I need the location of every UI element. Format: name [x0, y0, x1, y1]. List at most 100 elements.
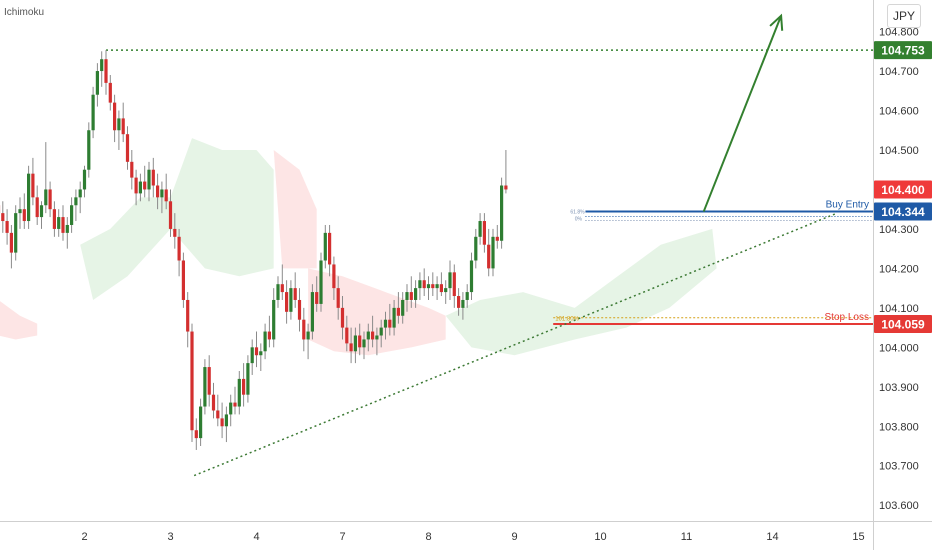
x-tick-label[interactable]: 8 — [425, 531, 431, 543]
candle[interactable] — [457, 288, 461, 316]
candle[interactable] — [401, 292, 405, 324]
candle[interactable] — [113, 94, 117, 143]
y-tick-label[interactable]: 104.500 — [879, 145, 919, 157]
candle[interactable] — [31, 157, 35, 206]
candle[interactable] — [220, 402, 224, 439]
candle[interactable] — [328, 224, 332, 277]
candle[interactable] — [375, 327, 379, 356]
stop-price-tag[interactable]: 104.059 — [881, 318, 925, 332]
candle[interactable] — [405, 284, 409, 312]
candle[interactable] — [487, 228, 491, 277]
candle[interactable] — [1, 201, 5, 233]
candle[interactable] — [358, 323, 362, 356]
candle[interactable] — [250, 339, 254, 375]
projection-arrow-head[interactable] — [769, 13, 784, 31]
y-tick-label[interactable]: 104.300 — [879, 224, 919, 236]
candle[interactable] — [504, 149, 508, 194]
candle[interactable] — [156, 173, 160, 210]
candle[interactable] — [276, 276, 280, 308]
candle[interactable] — [349, 327, 353, 364]
candle[interactable] — [366, 323, 370, 352]
y-tick-label[interactable]: 103.700 — [879, 461, 919, 473]
x-tick-label[interactable]: 9 — [511, 531, 517, 543]
candle[interactable] — [332, 256, 336, 300]
y-tick-label[interactable]: 103.900 — [879, 382, 919, 394]
candle[interactable] — [121, 102, 125, 143]
candle[interactable] — [289, 280, 293, 320]
candle[interactable] — [190, 323, 194, 443]
candle[interactable] — [143, 165, 147, 198]
candle[interactable] — [383, 311, 388, 340]
candle[interactable] — [194, 418, 198, 450]
candle[interactable] — [61, 205, 65, 241]
candle[interactable] — [39, 201, 44, 229]
candle[interactable] — [246, 355, 250, 403]
y-tick-label[interactable]: 104.000 — [879, 342, 919, 354]
candle[interactable] — [500, 177, 504, 249]
candle[interactable] — [263, 323, 267, 360]
candle[interactable] — [293, 272, 297, 308]
candle[interactable] — [35, 185, 39, 225]
candle[interactable] — [52, 201, 56, 237]
candle[interactable] — [431, 272, 435, 297]
candle[interactable] — [379, 319, 383, 348]
candle[interactable] — [229, 394, 233, 427]
candle[interactable] — [108, 74, 112, 111]
candle[interactable] — [5, 209, 9, 245]
candlestick-series[interactable] — [0, 50, 508, 450]
candle[interactable] — [448, 260, 452, 300]
candle[interactable] — [199, 398, 203, 447]
candle[interactable] — [237, 371, 241, 415]
candle[interactable] — [285, 280, 289, 324]
candle[interactable] — [211, 382, 216, 419]
candle[interactable] — [18, 197, 22, 229]
x-tick-label[interactable]: 7 — [339, 531, 345, 543]
candle[interactable] — [134, 169, 138, 206]
candle[interactable] — [469, 252, 474, 300]
candle[interactable] — [9, 224, 13, 269]
candle[interactable] — [396, 292, 400, 324]
y-tick-label[interactable]: 104.600 — [879, 106, 919, 118]
x-tick-label[interactable]: 3 — [167, 531, 173, 543]
candle[interactable] — [426, 276, 431, 300]
candle[interactable] — [22, 193, 26, 229]
candle[interactable] — [439, 272, 443, 297]
candle[interactable] — [87, 122, 91, 178]
candle[interactable] — [233, 386, 237, 415]
candle[interactable] — [91, 86, 95, 139]
candle[interactable] — [125, 126, 130, 170]
candle[interactable] — [345, 315, 349, 352]
candle[interactable] — [160, 181, 164, 214]
x-tick-label[interactable]: 11 — [681, 531, 692, 543]
candle[interactable] — [362, 331, 366, 360]
current-price-tag[interactable]: 104.400 — [881, 183, 925, 197]
candle[interactable] — [242, 363, 246, 407]
candle[interactable] — [216, 394, 220, 427]
candle[interactable] — [280, 264, 284, 300]
candle[interactable] — [340, 296, 345, 340]
candle[interactable] — [70, 197, 74, 233]
candle[interactable] — [482, 213, 486, 253]
y-tick-label[interactable]: 104.700 — [879, 66, 919, 78]
candle[interactable] — [173, 213, 177, 249]
candle[interactable] — [388, 303, 392, 336]
candle[interactable] — [461, 292, 465, 320]
candle[interactable] — [57, 209, 61, 237]
projection-arrow-line[interactable] — [702, 15, 783, 212]
candle[interactable] — [44, 142, 48, 214]
candle[interactable] — [465, 284, 469, 308]
candle[interactable] — [117, 110, 121, 150]
candle[interactable] — [14, 205, 18, 261]
candle[interactable] — [272, 288, 276, 348]
candle[interactable] — [78, 181, 82, 214]
candle[interactable] — [207, 355, 211, 407]
candle[interactable] — [306, 323, 310, 360]
candle[interactable] — [100, 51, 104, 87]
chart-axes[interactable]: 103.600 103.700 103.800 103.900 104.000 104.1… — [81, 27, 932, 543]
candle[interactable] — [130, 149, 134, 190]
candle[interactable] — [315, 276, 319, 312]
y-tick-label[interactable]: 103.800 — [879, 421, 919, 433]
candle[interactable] — [151, 157, 155, 198]
candle[interactable] — [491, 228, 495, 277]
